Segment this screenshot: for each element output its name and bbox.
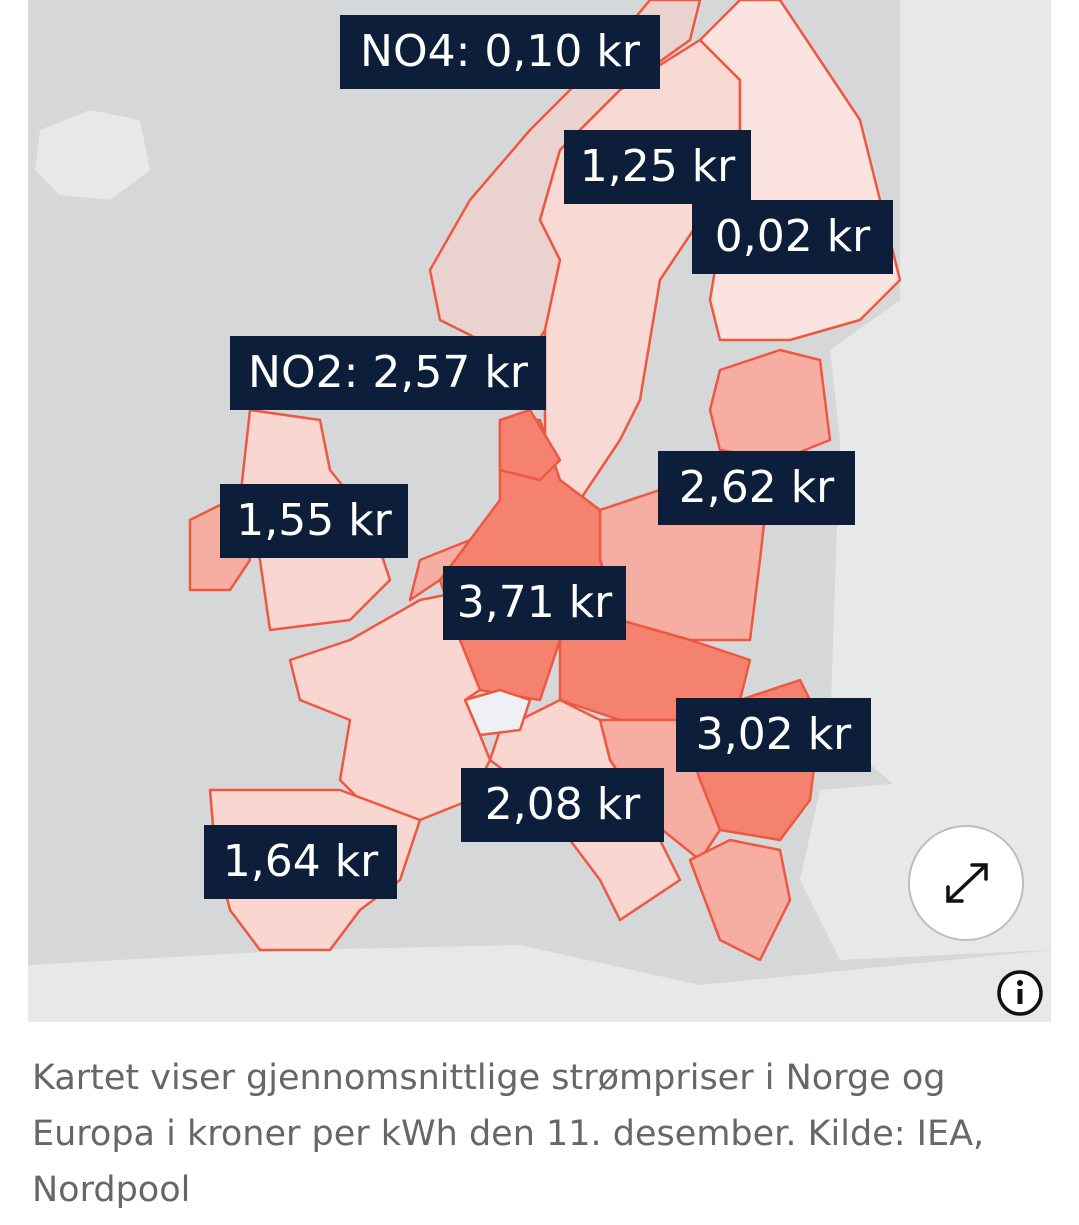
map-label: 1,64 kr [204,825,397,899]
iceland [35,110,150,200]
map-label: 3,02 kr [676,698,871,772]
map-label: NO2: 2,57 kr [230,336,546,410]
map-label: 1,25 kr [564,130,751,204]
map-label: 1,55 kr [220,484,408,558]
map-label: 2,08 kr [461,768,664,842]
map-label: 2,62 kr [658,451,855,525]
map-label: 3,71 kr [443,566,626,640]
benelux [408,538,472,602]
map-label: NO4: 0,10 kr [340,15,660,89]
greece [688,838,792,962]
expand-button[interactable] [908,825,1024,941]
info-button[interactable] [997,970,1043,1016]
map [28,0,1051,1022]
denmark [498,408,562,482]
caption: Kartet viser gjennomsnittlige strømprise… [32,1058,985,1210]
land-east [700,0,1051,800]
land-south [28,945,1051,1022]
baltics [708,348,832,462]
map-label: 0,02 kr [692,200,893,274]
